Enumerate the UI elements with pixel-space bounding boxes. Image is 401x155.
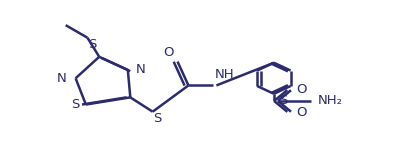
Text: O: O xyxy=(297,82,307,95)
Text: NH₂: NH₂ xyxy=(318,94,343,107)
Text: S: S xyxy=(71,98,79,111)
Text: O: O xyxy=(163,46,174,59)
Text: N: N xyxy=(136,63,146,76)
Text: S: S xyxy=(279,94,288,107)
Text: NH: NH xyxy=(215,68,235,81)
Text: O: O xyxy=(297,106,307,119)
Text: S: S xyxy=(88,38,97,51)
Text: N: N xyxy=(57,72,67,85)
Text: S: S xyxy=(154,112,162,125)
